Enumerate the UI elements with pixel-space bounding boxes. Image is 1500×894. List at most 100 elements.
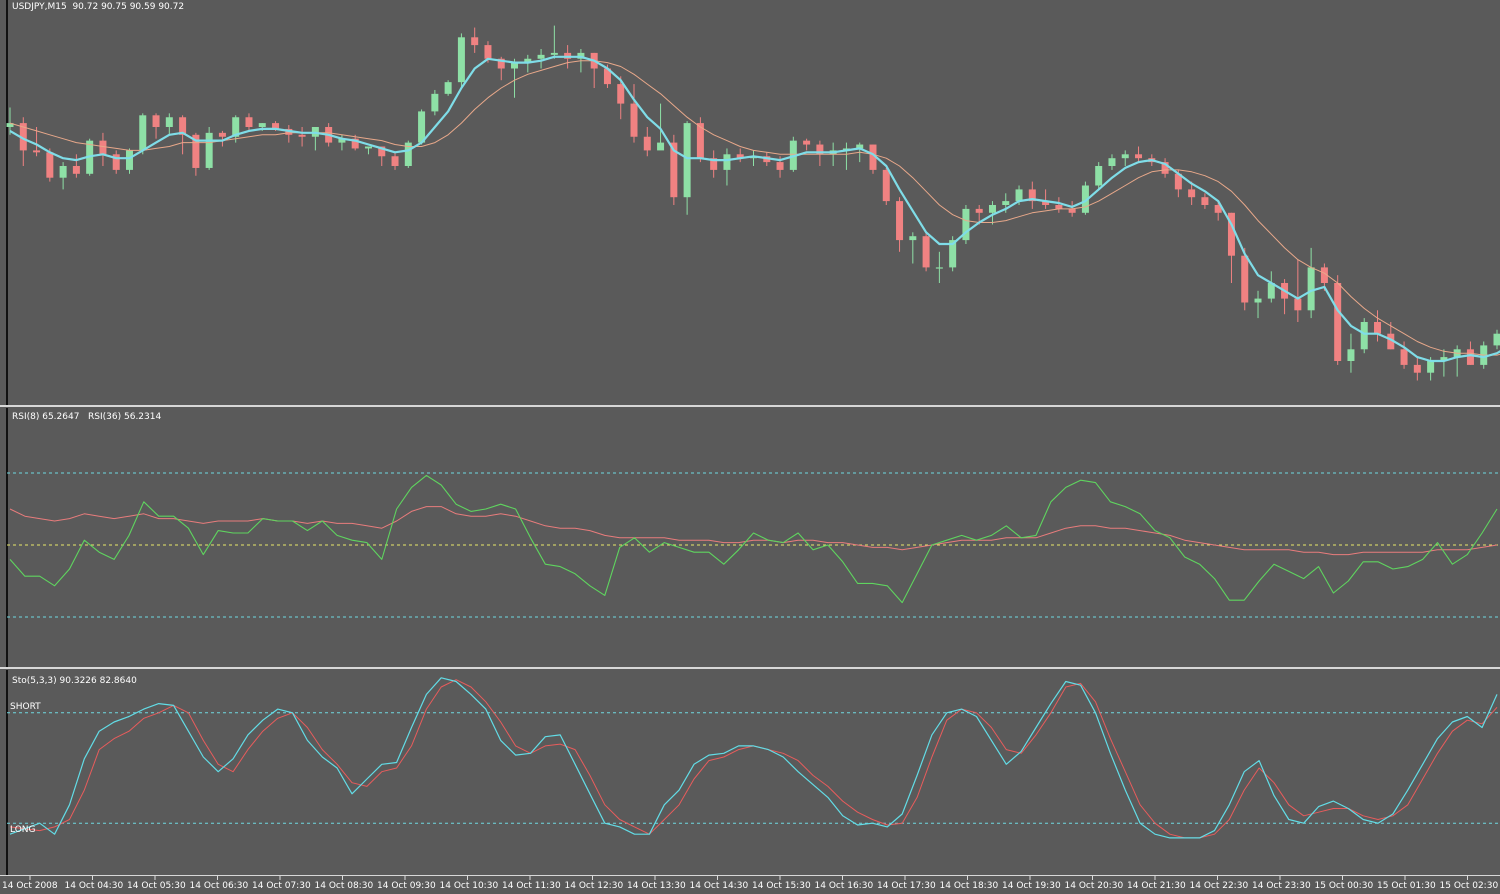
candle-body — [657, 143, 664, 151]
rsi-36-line — [10, 507, 1497, 555]
candle-body — [484, 45, 491, 59]
candle-body — [1294, 299, 1301, 311]
candle-body — [471, 37, 478, 45]
main-info: USDJPY,M15 90.72 90.75 90.59 90.72 — [12, 2, 184, 12]
rsi-info: RSI(8) 65.2647 RSI(36) 56.2314 — [12, 412, 161, 422]
time-label: 14 Oct 2008 — [2, 881, 58, 890]
candle-body — [551, 53, 558, 55]
candle-body — [1347, 349, 1354, 361]
time-label: 14 Oct 17:30 — [877, 881, 936, 890]
time-label: 15 Oct 01:30 — [1377, 881, 1436, 890]
candle-body — [206, 133, 213, 168]
candle-body — [631, 104, 638, 137]
candle-body — [936, 267, 943, 268]
candle-body — [418, 111, 425, 142]
time-label: 15 Oct 00:30 — [1315, 881, 1374, 890]
time-label: 14 Oct 12:30 — [565, 881, 624, 890]
ohlc-values: 90.72 90.75 90.59 90.72 — [72, 2, 184, 12]
candle-body — [1494, 334, 1500, 346]
candle-body — [1361, 322, 1368, 349]
time-label: 14 Oct 10:30 — [440, 881, 499, 890]
candle-body — [1095, 166, 1102, 186]
candle-body — [976, 209, 983, 213]
time-label: 14 Oct 18:30 — [940, 881, 999, 890]
candle-body — [245, 117, 252, 127]
time-label: 14 Oct 04:30 — [65, 881, 124, 890]
candle-body — [99, 141, 106, 155]
candle-body — [1055, 205, 1062, 209]
candle-body — [445, 82, 452, 94]
candle-body — [219, 133, 226, 137]
time-label: 14 Oct 13:30 — [627, 881, 686, 890]
candle-body — [299, 135, 306, 137]
time-label: 14 Oct 05:30 — [127, 881, 186, 890]
candle-body — [803, 141, 810, 145]
candle-body — [617, 84, 624, 104]
candle-body — [1255, 299, 1262, 303]
candle-body — [909, 236, 916, 240]
candle-body — [1002, 201, 1009, 205]
candle-body — [1188, 189, 1195, 197]
time-label: 14 Oct 16:30 — [815, 881, 874, 890]
candle-body — [60, 166, 67, 178]
time-label: 14 Oct 22:30 — [1190, 881, 1249, 890]
candle-body — [153, 115, 160, 127]
candle-body — [431, 94, 438, 112]
candle-body — [1414, 365, 1421, 373]
candle-body — [166, 117, 173, 127]
time-label: 14 Oct 11:30 — [502, 881, 561, 890]
candle-body — [1122, 154, 1129, 158]
candle-body — [73, 166, 80, 174]
candle-body — [1308, 267, 1315, 310]
stoch-main-line — [10, 678, 1497, 838]
candle-body — [777, 162, 784, 170]
candle-body — [1135, 154, 1142, 158]
rsi-8-line — [10, 475, 1497, 602]
symbol-label: USDJPY,M15 — [12, 2, 67, 12]
candle-body — [139, 115, 146, 150]
candle-body — [923, 236, 930, 267]
candle-body — [896, 201, 903, 240]
time-label: 14 Oct 21:30 — [1127, 881, 1186, 890]
candle-body — [684, 123, 691, 197]
fast-ma-line — [10, 57, 1500, 361]
candle-body — [33, 150, 40, 152]
slow-ma-line — [10, 61, 1500, 355]
candle-body — [1016, 189, 1023, 201]
candle-body — [1241, 256, 1248, 303]
candle-body — [1069, 209, 1076, 213]
candle-body — [365, 147, 372, 149]
candle-body — [1334, 283, 1341, 361]
time-label: 15 Oct 02:30 — [1440, 881, 1499, 890]
candle-body — [1401, 349, 1408, 365]
candle-body — [723, 154, 730, 170]
candle-body — [1427, 361, 1434, 373]
candle-body — [1108, 158, 1115, 166]
candle-body — [458, 37, 465, 82]
time-label: 14 Oct 15:30 — [752, 881, 811, 890]
time-label: 14 Oct 23:30 — [1252, 881, 1311, 890]
candle-body — [392, 156, 399, 166]
long-level-label: LONG — [10, 825, 35, 835]
candle-body — [644, 137, 651, 151]
candle-body — [126, 150, 133, 170]
time-label: 14 Oct 20:30 — [1065, 881, 1124, 890]
stoch-info: Sto(5,3,3) 90.3226 82.8640 — [12, 676, 137, 686]
time-label: 14 Oct 09:30 — [377, 881, 436, 890]
candle-body — [1374, 322, 1381, 334]
time-label: 14 Oct 14:30 — [690, 881, 749, 890]
time-label: 14 Oct 19:30 — [1002, 881, 1061, 890]
candle-body — [259, 123, 266, 127]
candle-body — [883, 170, 890, 201]
time-label: 14 Oct 08:30 — [315, 881, 374, 890]
candle-body — [989, 205, 996, 213]
short-level-label: SHORT — [10, 702, 41, 712]
candle-body — [538, 55, 545, 59]
time-label: 14 Oct 07:30 — [252, 881, 311, 890]
candle-body — [1467, 349, 1474, 365]
candle-body — [46, 152, 53, 177]
candle-body — [1201, 197, 1208, 205]
time-label: 14 Oct 06:30 — [190, 881, 249, 890]
